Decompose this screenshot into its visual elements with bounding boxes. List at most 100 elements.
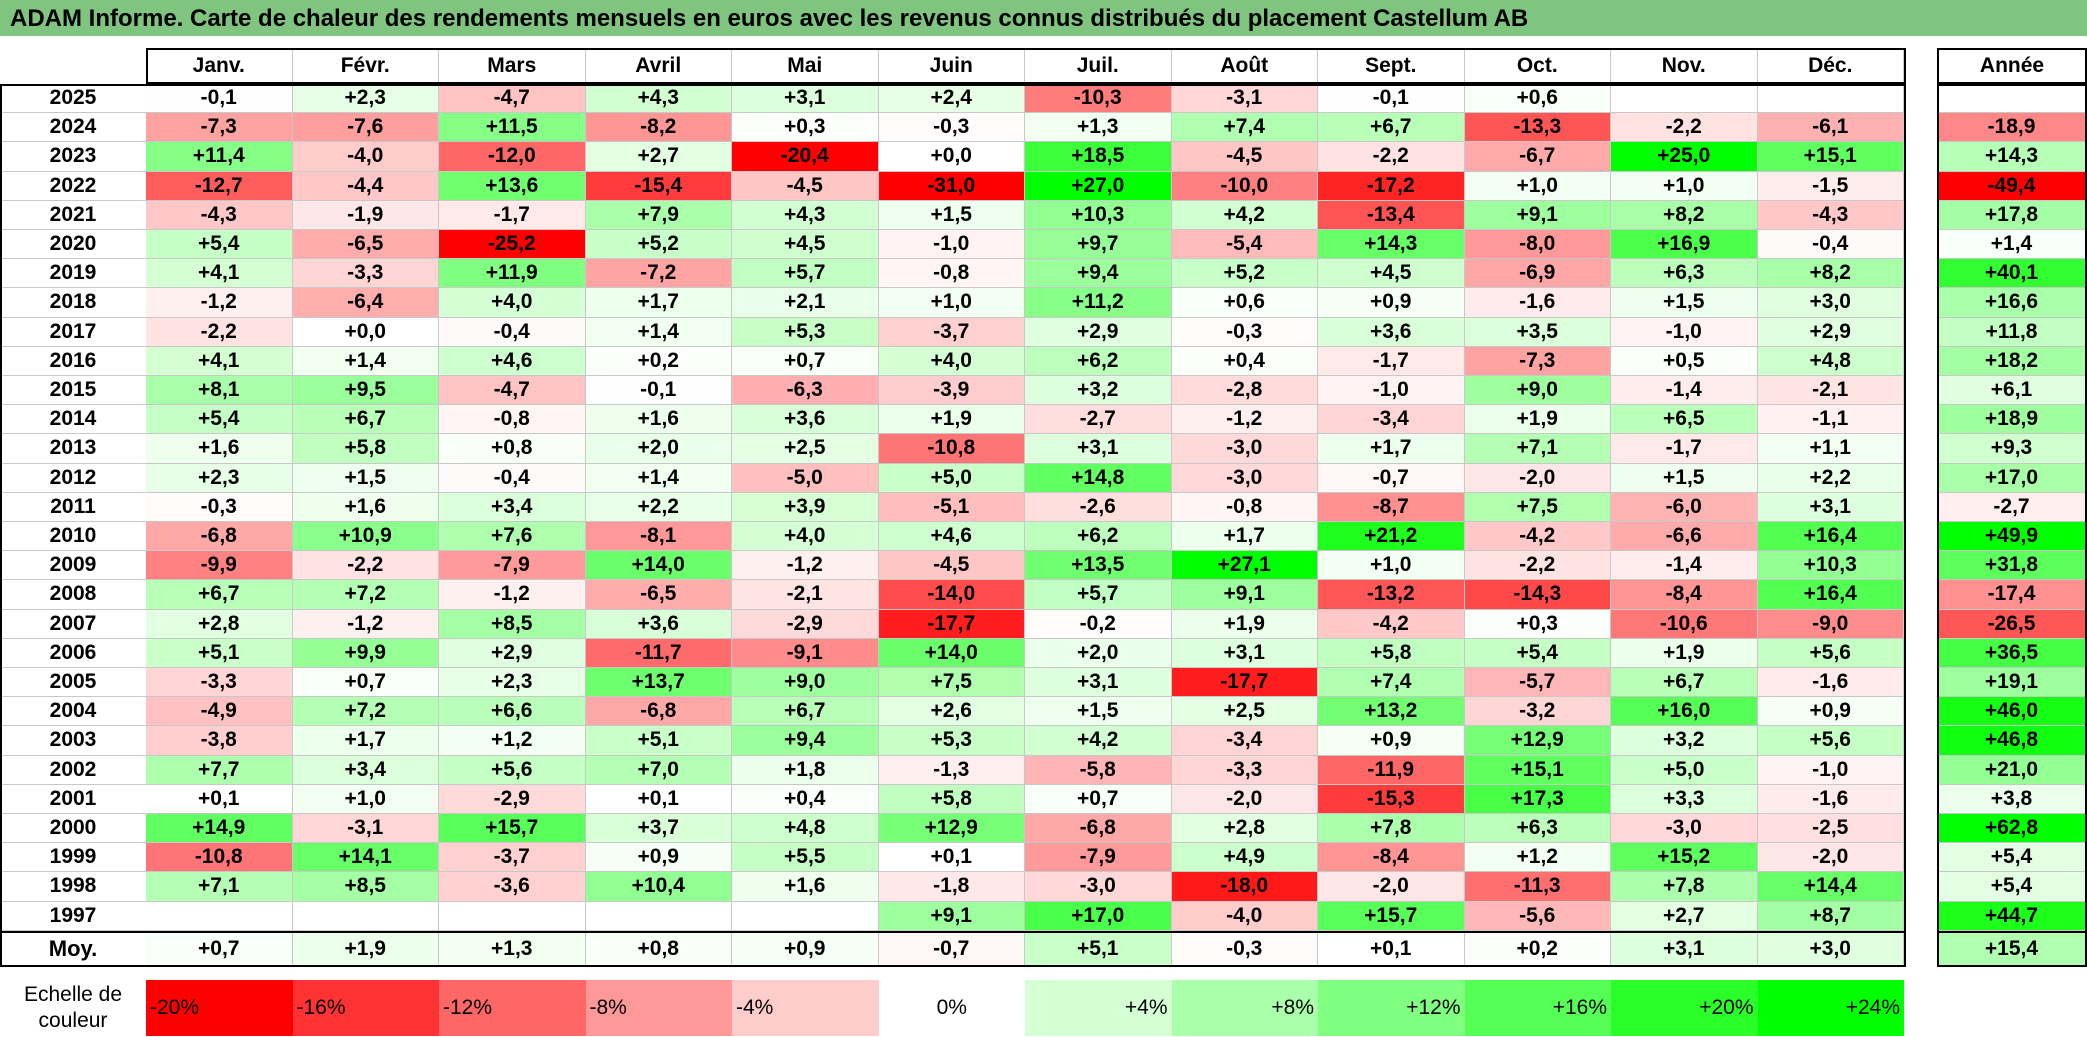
heatmap-cell: +15,7 [1318,901,1465,931]
heatmap-cell: +18,5 [1025,142,1172,172]
heatmap-cell: +1,5 [1611,463,1758,493]
color-scale-stop: -12% [439,980,586,1036]
heatmap-cell: +17,0 [1025,901,1172,931]
heatmap-cell: +7,6 [439,522,586,552]
heatmap-cell: +15,7 [439,814,586,844]
heatmap-cell: -3,1 [1171,84,1318,114]
heatmap-cell: +6,7 [1318,113,1465,143]
average-cell: +1,3 [439,932,586,967]
color-scale-stop: +24% [1757,980,1904,1036]
heatmap-cell: +7,2 [292,580,439,610]
heatmap-cell: -8,0 [1464,230,1611,260]
heatmap-cell: +1,0 [878,288,1025,318]
year-label: 2006 [0,639,146,668]
heatmap-cell: +3,5 [1464,317,1611,347]
year-label: 2009 [0,551,146,581]
year-label: 2004 [0,697,146,727]
heatmap-cell: +6,7 [732,697,879,727]
year-label: 2012 [0,464,146,493]
heatmap-cell: -3,1 [292,814,439,844]
heatmap-cell: -5,6 [1464,901,1611,931]
heatmap-cell: +1,5 [878,200,1025,230]
heatmap-cell: +4,9 [1171,843,1318,873]
year-label: 1999 [0,843,146,873]
year-label: 2024 [0,113,146,143]
heatmap-cell: +0,6 [1171,288,1318,318]
heatmap-cell: +4,6 [439,346,586,376]
heatmap-cell: +1,6 [146,434,293,464]
annual-cell: -49,4 [1937,171,2087,201]
annual-cell: +46,0 [1937,697,2087,727]
color-scale-label: Echelle de couleur [23,983,123,1032]
heatmap-cell: -5,0 [732,463,879,493]
annual-cell: -2,7 [1937,492,2087,522]
heatmap-cell: +5,6 [1757,726,1904,756]
heatmap-cell: +7,4 [1171,113,1318,143]
heatmap-cell: -3,3 [146,668,293,698]
heatmap-cell: +9,7 [1025,230,1172,260]
heatmap-cell: -7,2 [585,259,732,289]
heatmap-cell: +3,2 [1611,726,1758,756]
heatmap-cell: -3,7 [878,317,1025,347]
heatmap-cell: +16,4 [1757,522,1904,552]
heatmap-cell: +0,7 [1025,784,1172,814]
heatmap-cell: +4,5 [1318,259,1465,289]
color-scale-stop: +16% [1464,980,1611,1036]
heatmap-cell: +5,4 [146,230,293,260]
heatmap-cell: +5,6 [1757,638,1904,668]
heatmap-cell: +0,4 [732,784,879,814]
heatmap-cell: +0,1 [878,843,1025,873]
heatmap-cell: +5,5 [732,843,879,873]
annual-cell: +17,0 [1937,463,2087,493]
year-label: 2020 [0,230,146,260]
heatmap-cell: +1,4 [585,317,732,347]
heatmap-cell: -0,8 [439,405,586,435]
heatmap-cell: +3,6 [732,405,879,435]
heatmap-cell: -3,0 [1171,463,1318,493]
heatmap-cell: -1,2 [439,580,586,610]
color-scale-stop: +8% [1171,980,1318,1036]
annual-cell: +6,1 [1937,376,2087,406]
heatmap-cell: +11,5 [439,113,586,143]
annual-cell: +62,8 [1937,814,2087,844]
average-cell: +0,7 [146,932,293,967]
heatmap-cell: +10,4 [585,872,732,902]
heatmap-cell: -11,9 [1318,755,1465,785]
heatmap-cell: -7,3 [146,113,293,143]
heatmap-cell: +1,6 [292,492,439,522]
heatmap-cell: -1,3 [878,755,1025,785]
heatmap-cell: +1,5 [1611,288,1758,318]
month-header: Juin [879,48,1025,84]
heatmap-cell: +5,4 [146,405,293,435]
heatmap-cell: +11,2 [1025,288,1172,318]
average-annual-cell: +15,4 [1937,932,2087,967]
color-scale-stop: +20% [1611,980,1758,1036]
heatmap-cell: -6,8 [585,697,732,727]
heatmap-cell: +1,7 [585,288,732,318]
year-label: 2015 [0,376,146,406]
heatmap-cell: +6,3 [1464,814,1611,844]
heatmap-cell: +14,3 [1318,230,1465,260]
heatmap-cell: +1,6 [732,872,879,902]
heatmap-cell: -6,5 [585,580,732,610]
heatmap-cell: +0,4 [1171,346,1318,376]
annual-cell: +14,3 [1937,142,2087,172]
heatmap-cell: +2,5 [732,434,879,464]
heatmap-cell: +10,9 [292,522,439,552]
heatmap-cell: +6,2 [1025,522,1172,552]
heatmap-cell: +1,0 [292,784,439,814]
heatmap-cell: -8,2 [585,113,732,143]
heatmap-cell: -10,8 [878,434,1025,464]
month-header: Déc. [1758,48,1904,84]
heatmap-cell: -13,4 [1318,200,1465,230]
annual-cell: +44,7 [1937,901,2087,931]
heatmap-cell: -1,2 [146,288,293,318]
heatmap-cell: -12,0 [439,142,586,172]
heatmap-cell: -17,7 [878,609,1025,639]
heatmap-cell: +9,4 [732,726,879,756]
annual-cell: +18,9 [1937,405,2087,435]
average-cell: +0,9 [732,932,879,967]
heatmap-cell: -2,9 [732,609,879,639]
heatmap-cell: +3,6 [1318,317,1465,347]
heatmap-cell: +5,8 [1318,638,1465,668]
